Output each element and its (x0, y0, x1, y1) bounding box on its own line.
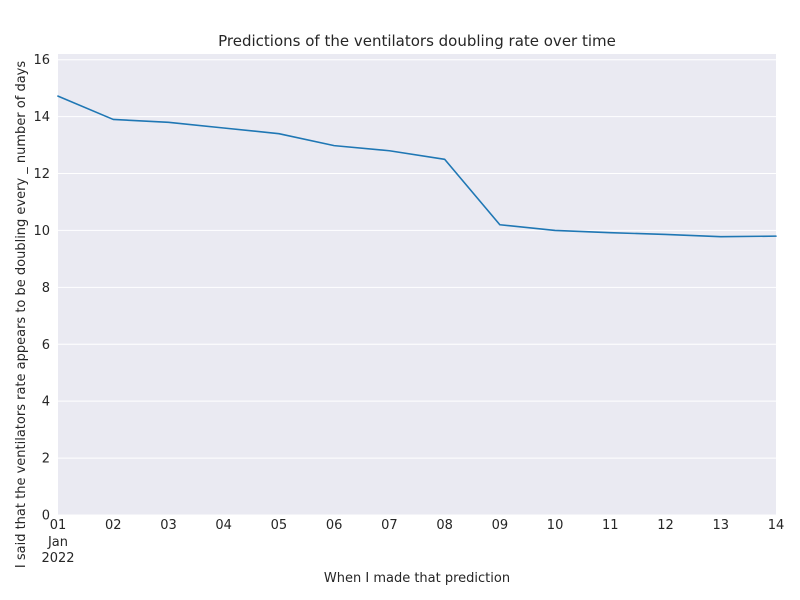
y-tick-label: 10 (33, 224, 50, 239)
x-tick-label: 03 (160, 518, 177, 533)
x-axis-title: When I made that prediction (324, 571, 510, 586)
x-tick-label: 08 (436, 518, 453, 533)
y-tick-label: 16 (33, 53, 50, 68)
x-tick-label: 01 (50, 518, 67, 533)
y-tick-label: 8 (42, 281, 50, 296)
x-tick-label: 02 (105, 518, 122, 533)
y-tick-label: 12 (33, 167, 50, 182)
x-tick-label: 06 (326, 518, 343, 533)
x-tick-label: 10 (547, 518, 564, 533)
y-tick-label: 6 (42, 338, 50, 353)
y-axis-title: I said that the ventilators rate appears… (14, 61, 29, 568)
x-tick-label: 12 (657, 518, 674, 533)
chart-title: Predictions of the ventilators doubling … (218, 32, 616, 50)
y-tick-label: 4 (42, 395, 50, 410)
x-tick-label: 05 (271, 518, 288, 533)
x-tick-label: 11 (602, 518, 619, 533)
x-tick-label: 07 (381, 518, 398, 533)
x-tick-label: 14 (768, 518, 785, 533)
series-layer (57, 95, 777, 238)
y-tick-label: 0 (42, 509, 50, 524)
x-tick-label: 13 (712, 518, 729, 533)
y-tick-label: 14 (33, 110, 50, 125)
x-tick-label: 09 (492, 518, 509, 533)
x-tick-month-label: Jan (47, 535, 68, 550)
y-tick-label: 2 (42, 452, 50, 467)
x-tick-year-label: 2022 (41, 551, 74, 566)
series-line-0 (57, 95, 777, 238)
plot-area (58, 54, 776, 515)
x-tick-label: 04 (215, 518, 232, 533)
grid (58, 59, 776, 516)
y-axis: 0 2 4 6 8 10 12 14 16 (33, 53, 50, 523)
